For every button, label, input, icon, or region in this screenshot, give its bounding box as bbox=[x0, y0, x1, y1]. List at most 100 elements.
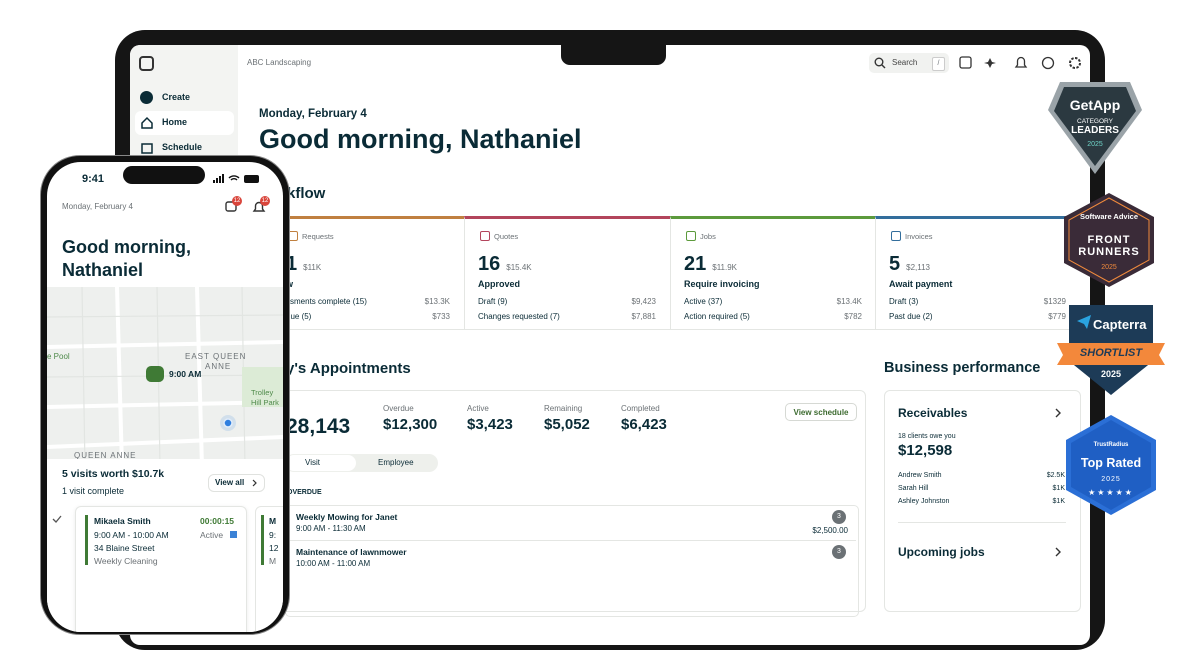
workflow-card[interactable] bbox=[464, 216, 670, 330]
phone-greeting: Nathaniel bbox=[62, 260, 144, 280]
view-schedule-button[interactable]: View schedule bbox=[785, 403, 857, 421]
card-row-label: Draft (3) bbox=[889, 297, 919, 306]
appointment-title[interactable]: Maintenance of lawnmower bbox=[296, 547, 407, 557]
rect-shape bbox=[225, 201, 237, 212]
path-shape bbox=[141, 116, 153, 129]
visit-card[interactable] bbox=[255, 506, 283, 632]
create-icon[interactable] bbox=[140, 91, 153, 104]
card-row-value: $9,423 bbox=[631, 297, 656, 306]
path-shape bbox=[52, 515, 62, 523]
dynamic-island bbox=[123, 166, 205, 184]
rect-shape bbox=[959, 56, 972, 69]
map-label: e Pool bbox=[47, 352, 70, 361]
camera-notch bbox=[561, 45, 666, 65]
badge-line: SHORTLIST bbox=[1079, 347, 1143, 359]
visit-name: Mikaela Smith bbox=[94, 516, 151, 526]
receivable-name: Ashley Johnston bbox=[898, 498, 950, 505]
visits-complete: 1 visit complete bbox=[62, 486, 125, 496]
badge-shape bbox=[1048, 82, 1142, 174]
badge-capterra: Capterra SHORTLIST 2025 bbox=[1055, 303, 1167, 397]
card-count: 16 bbox=[478, 253, 501, 275]
path-shape bbox=[252, 201, 266, 212]
card-status: Await payment bbox=[889, 279, 953, 289]
section-label: OVERDUE bbox=[287, 489, 322, 496]
circle-shape bbox=[1041, 56, 1055, 70]
polygon-shape bbox=[1068, 197, 1150, 283]
bell-icon[interactable] bbox=[252, 200, 266, 214]
nav-item[interactable]: Schedule bbox=[162, 142, 203, 152]
map[interactable] bbox=[47, 287, 283, 467]
map-label: EAST QUEEN bbox=[185, 352, 247, 361]
visit-card[interactable] bbox=[75, 506, 247, 632]
chevron[interactable] bbox=[1054, 407, 1062, 419]
stat-label: Active bbox=[467, 404, 489, 413]
stat-label: Completed bbox=[621, 404, 660, 413]
card-row-label: due (5) bbox=[286, 312, 312, 321]
nav-item[interactable]: Home bbox=[162, 117, 188, 127]
card-row-value: $779 bbox=[1048, 312, 1066, 321]
receivables-title[interactable]: Receivables bbox=[898, 406, 968, 420]
visit-address: 12 bbox=[269, 543, 279, 553]
divider bbox=[286, 540, 856, 541]
rect-shape bbox=[141, 143, 153, 154]
card-label: Requests bbox=[302, 232, 334, 241]
stat-value: $3,423 bbox=[467, 416, 513, 433]
map-label: ANNE bbox=[205, 362, 232, 371]
home-icon bbox=[141, 116, 153, 129]
chevron[interactable] bbox=[1054, 546, 1062, 558]
nav-item[interactable]: Create bbox=[162, 92, 191, 102]
page: { "sidebar": {"items": ["Create", "Home"… bbox=[40, 30, 1167, 650]
view-all-button[interactable] bbox=[208, 474, 265, 492]
map-marker[interactable] bbox=[146, 366, 164, 382]
schedule-icon bbox=[141, 143, 153, 154]
search-box[interactable] bbox=[869, 53, 949, 73]
workflow-card[interactable] bbox=[670, 216, 876, 330]
tab[interactable]: Visit bbox=[305, 458, 320, 467]
marker-label: 9:00 AM bbox=[169, 369, 202, 379]
stat-value: $12,300 bbox=[383, 416, 438, 433]
tab[interactable]: Employee bbox=[378, 458, 414, 467]
check-icon bbox=[52, 515, 62, 523]
line-shape bbox=[195, 287, 204, 467]
workflow-card[interactable] bbox=[258, 216, 464, 330]
toolbar-icons[interactable] bbox=[957, 55, 1087, 71]
appointment-amount: $2,500.00 bbox=[812, 526, 848, 535]
badge-year: 2025 bbox=[1101, 264, 1117, 271]
card-row-value: $1329 bbox=[1043, 297, 1066, 306]
rect-shape bbox=[219, 176, 221, 183]
circle-shape bbox=[1069, 57, 1081, 69]
badge-year: 2025 bbox=[1101, 476, 1121, 483]
circle-shape bbox=[223, 418, 233, 428]
card-row-value: $733 bbox=[432, 312, 450, 321]
receivables-subtitle: 18 clients owe you bbox=[898, 433, 956, 440]
badge-shape bbox=[1064, 193, 1154, 287]
badge-stars: ★★★★★ bbox=[1088, 488, 1134, 497]
logo bbox=[139, 56, 154, 71]
workflow-card[interactable] bbox=[875, 216, 1080, 330]
card-label: Invoices bbox=[905, 232, 933, 241]
path-shape bbox=[1055, 547, 1061, 557]
map-label: Trolley bbox=[251, 388, 274, 397]
chevron bbox=[252, 479, 257, 487]
badge-shape bbox=[1057, 305, 1165, 395]
map-label: Hill Park bbox=[251, 398, 279, 407]
upcoming-title[interactable]: Upcoming jobs bbox=[898, 545, 985, 559]
appointment-title[interactable]: Weekly Mowing for Janet bbox=[296, 512, 398, 522]
company-name: ABC Landscaping bbox=[247, 58, 312, 67]
notification-badge: 12 bbox=[232, 196, 242, 206]
phone-greeting: Good morning, bbox=[62, 237, 191, 257]
card-row-label: Active (37) bbox=[684, 297, 723, 306]
chat-icon[interactable] bbox=[224, 200, 238, 214]
visit-address: 34 Blaine Street bbox=[94, 543, 155, 553]
card-label: Jobs bbox=[700, 232, 716, 241]
card-row-label: Changes requested (7) bbox=[478, 312, 560, 321]
path-shape bbox=[984, 58, 996, 68]
card-count: 5 bbox=[889, 253, 901, 275]
circle-shape bbox=[874, 57, 884, 67]
view-all-label[interactable]: View all bbox=[215, 478, 245, 487]
rect-shape bbox=[213, 180, 215, 183]
visit-time: 9:00 AM - 10:00 AM bbox=[94, 530, 169, 540]
receivable-value: $2.5K bbox=[1046, 472, 1065, 479]
line-shape bbox=[81, 287, 86, 467]
rect-shape bbox=[216, 178, 218, 183]
